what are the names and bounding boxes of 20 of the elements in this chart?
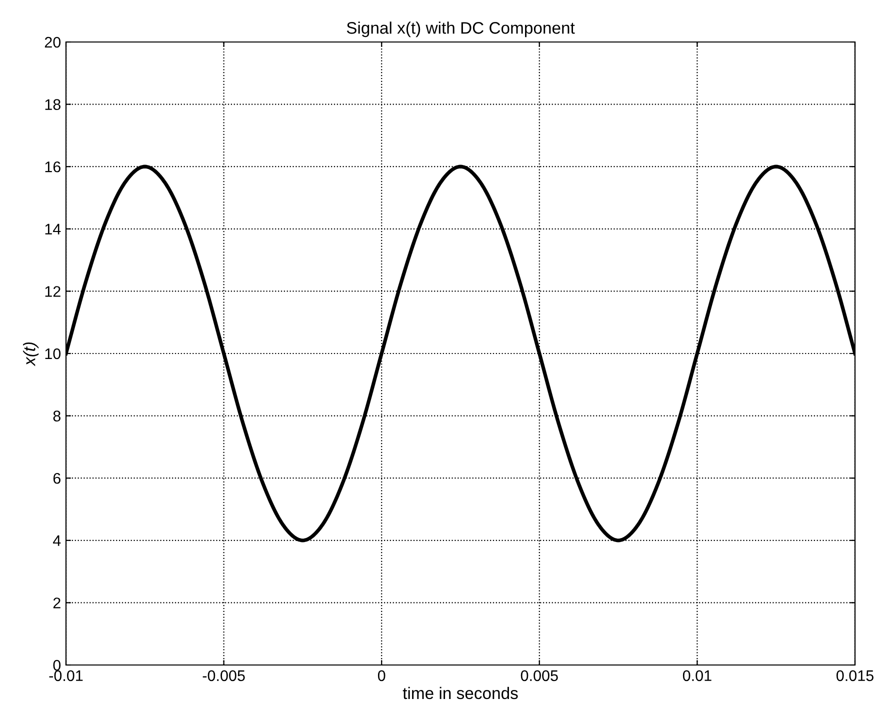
y-tick-label: 18: [45, 99, 60, 110]
y-tick-label: 16: [45, 161, 60, 172]
x-axis-title: time in seconds: [402, 686, 518, 700]
x-tick-label: -0.005: [202, 670, 245, 682]
x-tick-label: 0.015: [836, 670, 874, 682]
y-tick-label: 14: [45, 224, 61, 234]
x-tick-label: 0: [378, 670, 386, 682]
y-tick-label: 12: [45, 286, 60, 297]
y-tick-label: 4: [52, 535, 61, 546]
y-tick-label: 10: [45, 348, 61, 360]
chart-title: Signal x(t) with DC Component: [346, 22, 575, 38]
y-axis-title: x(t): [23, 342, 39, 366]
y-tick-label: 2: [53, 598, 60, 608]
x-tick-label: 0.005: [520, 670, 558, 682]
y-tick-label: 6: [53, 472, 60, 484]
y-tick-label: 0: [53, 660, 61, 671]
x-tick-label: -0.01: [49, 670, 83, 682]
x-tick-label: 0.01: [682, 670, 712, 682]
y-tick-label: 20: [44, 36, 61, 48]
y-tick-label: 8: [53, 410, 60, 422]
